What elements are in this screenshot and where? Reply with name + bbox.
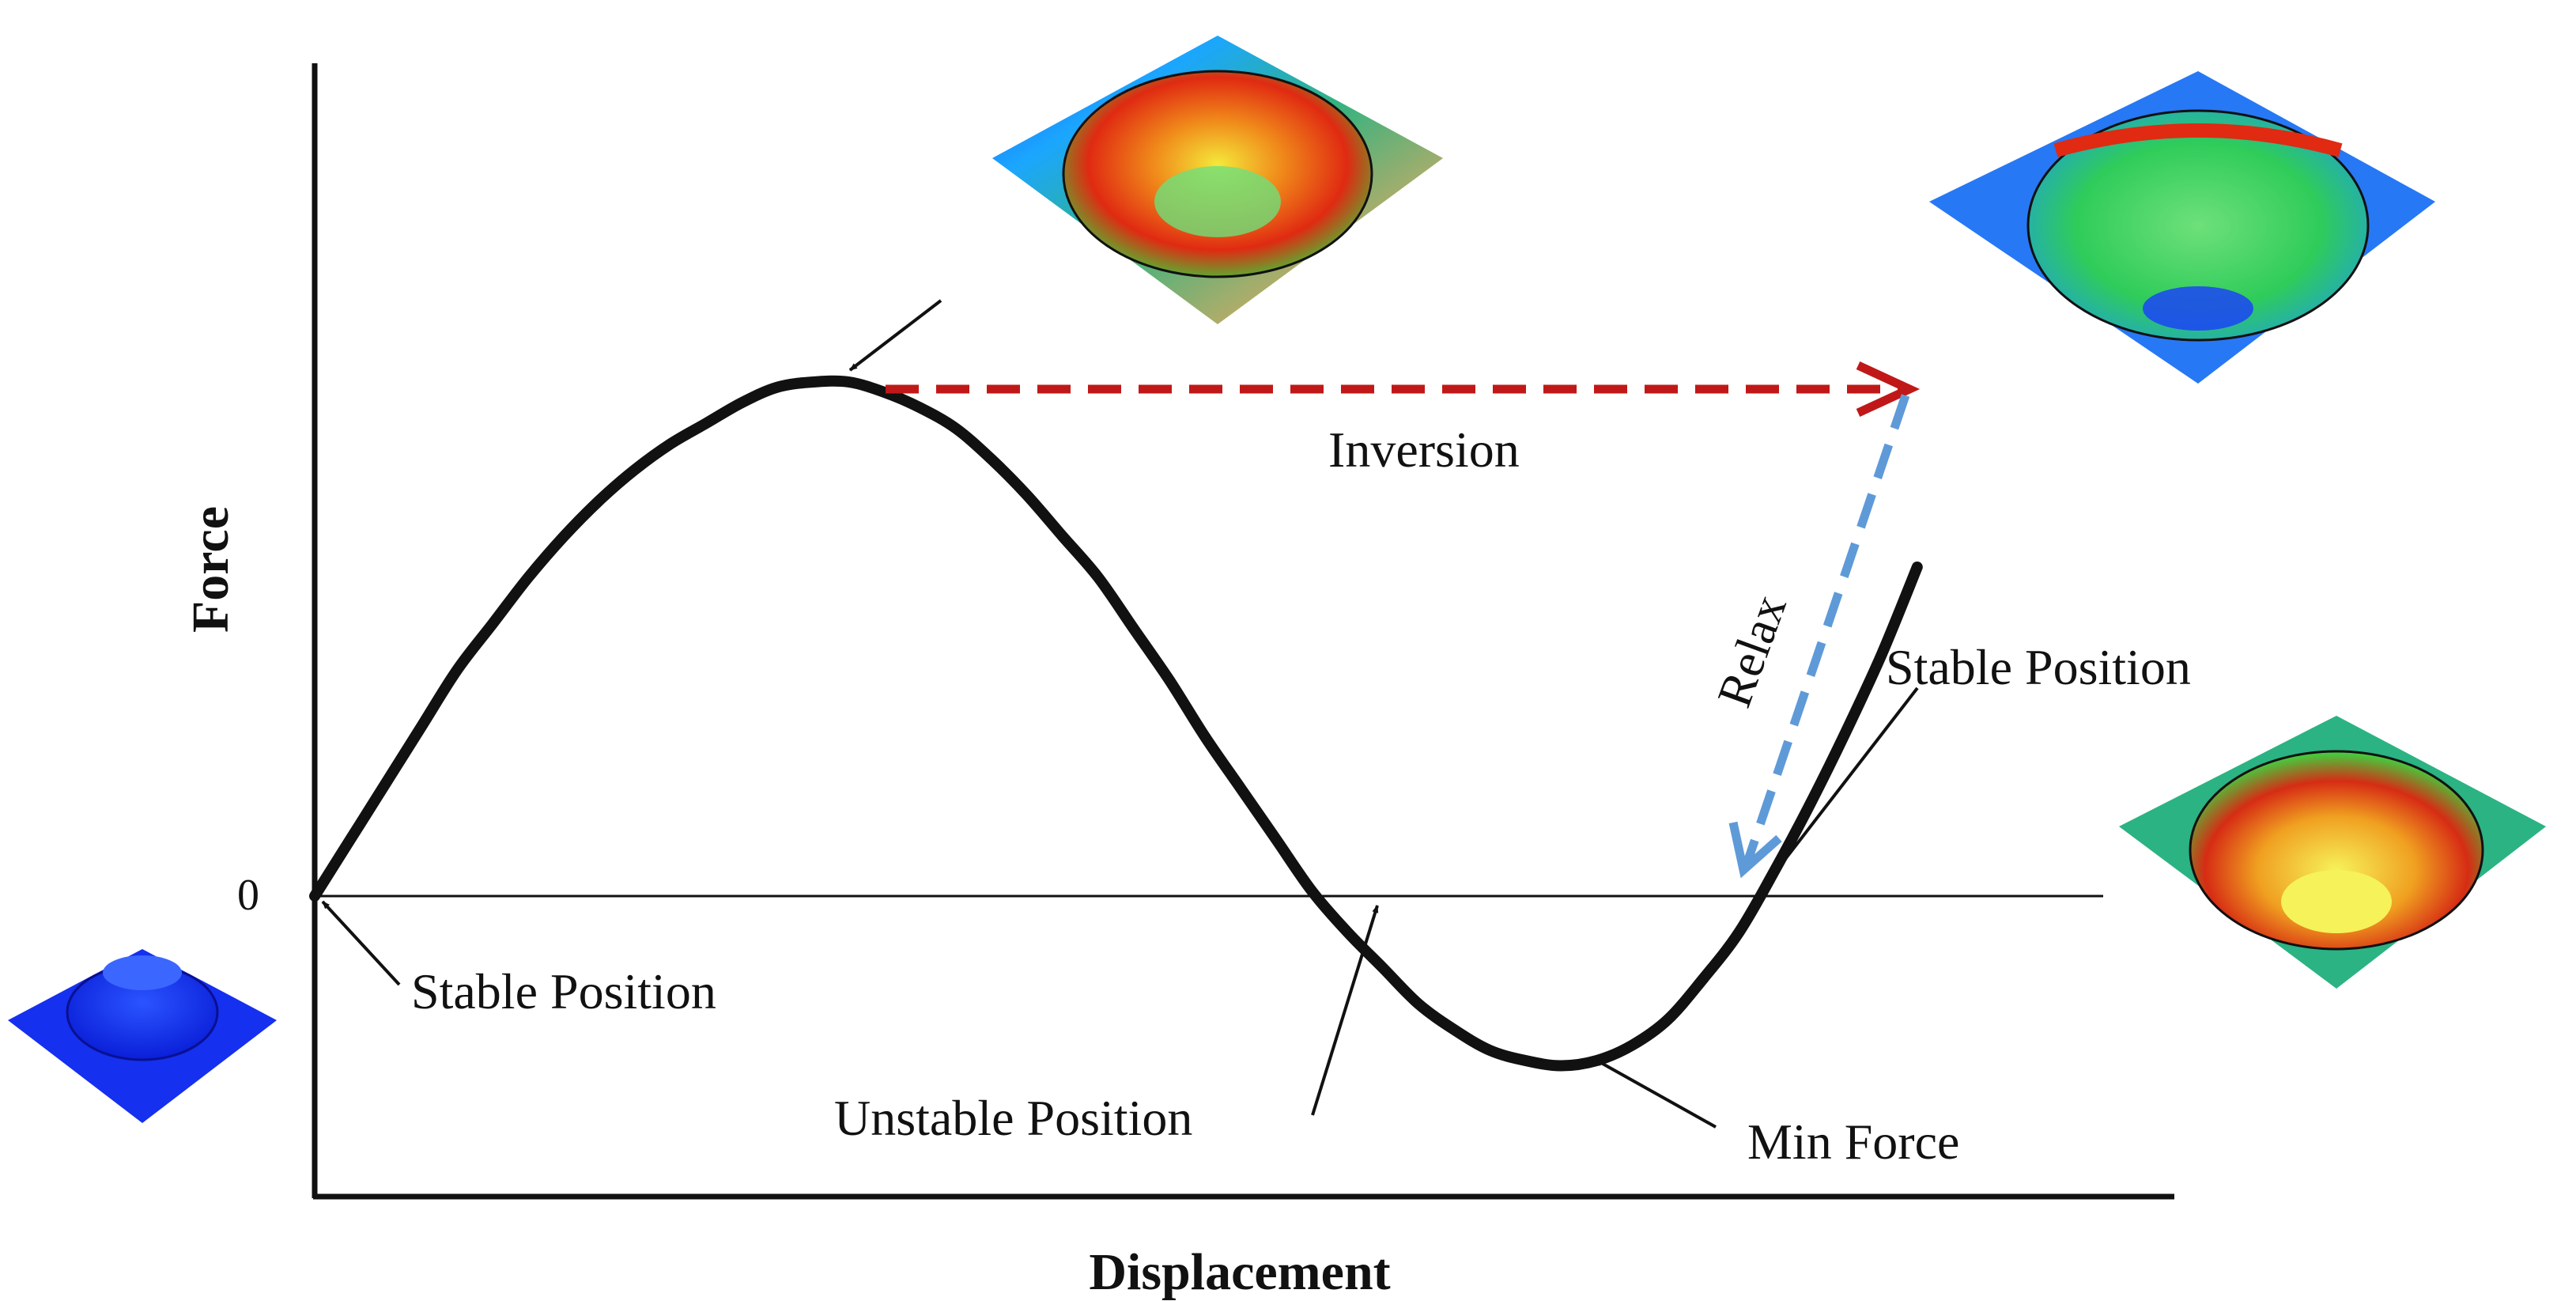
relax-label: Relax (1708, 588, 1797, 714)
min-force-label: Min Force (1747, 1114, 1959, 1170)
relax-arrow (1728, 394, 1910, 879)
y-tick-label-zero: 0 (237, 871, 259, 920)
fea-thumbnail-inverted (1929, 71, 2435, 384)
fea-thumbnail-final (2119, 716, 2546, 989)
stable-position-left-label: Stable Position (411, 963, 716, 1019)
peak-pointer-arrow (848, 299, 942, 372)
force-displacement-curve (309, 375, 1923, 1072)
unstable-pointer-arrow (1311, 905, 1379, 1116)
min-force-pointer-arrow (1595, 1058, 1717, 1129)
inversion-label: Inversion (1328, 422, 1520, 478)
x-axis-title: Displacement (1089, 1243, 1390, 1301)
inversion-arrow (886, 361, 1921, 417)
stable-position-right-label: Stable Position (1886, 639, 2191, 695)
stable-left-pointer-arrow (321, 900, 401, 986)
stable-right-pointer-arrow (1768, 686, 1919, 881)
fea-thumbnail-initial (8, 949, 277, 1123)
fea-thumbnail-peak (992, 36, 1443, 324)
unstable-position-label: Unstable Position (834, 1090, 1192, 1146)
y-axis-title: Force (182, 506, 240, 633)
